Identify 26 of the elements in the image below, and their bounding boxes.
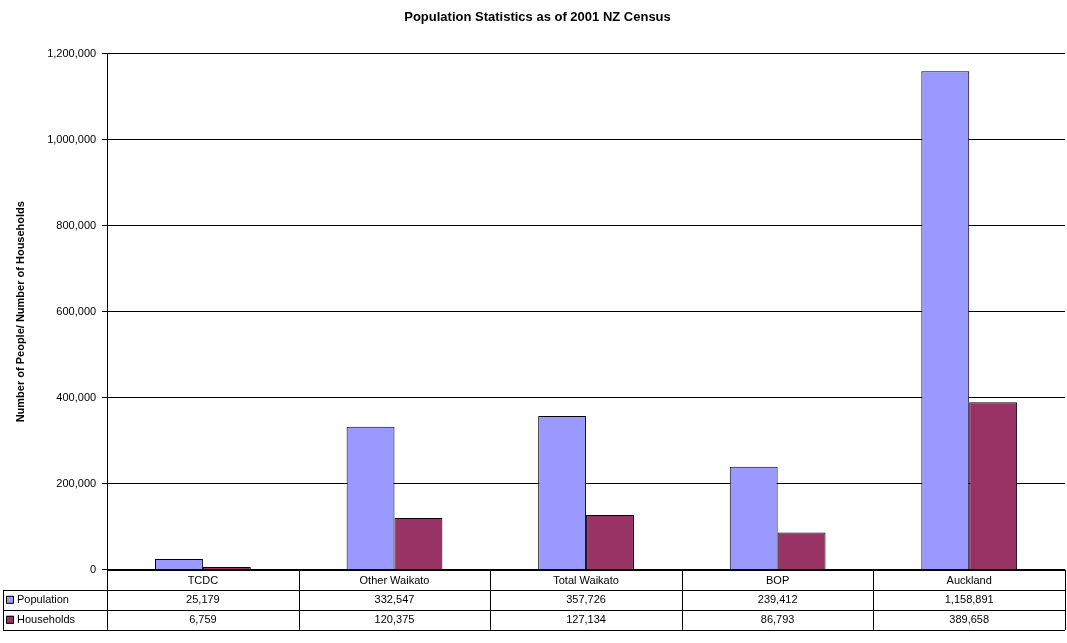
data-label: 332,547	[374, 592, 415, 605]
x-tick-label: BOP	[766, 574, 790, 587]
data-label: 357,726	[566, 592, 606, 605]
data-label: 86,793	[760, 612, 795, 625]
y-axis-title: Number of People/ Number of Households	[13, 201, 26, 423]
chart-title: Population Statistics as of 2001 NZ Census	[404, 9, 671, 25]
y-tick-label: 400,000	[56, 390, 97, 403]
data-label: 239,412	[757, 592, 798, 605]
y-tick-label: 600,000	[56, 304, 97, 317]
data-label: 389,658	[949, 612, 990, 625]
data-label: 127,134	[566, 612, 606, 625]
data-label: 1,158,891	[944, 592, 994, 605]
y-tick-label: 0	[90, 562, 97, 575]
legend-label: Population	[17, 592, 69, 605]
y-tick-label: 800,000	[56, 218, 97, 231]
data-label: 25,179	[186, 592, 220, 605]
data-label: 120,375	[374, 612, 415, 625]
legend-label: Households	[17, 612, 76, 625]
x-tick-label: Total Waikato	[553, 574, 619, 587]
x-tick-label: Other Waikato	[359, 574, 430, 587]
x-tick-label: TCDC	[187, 574, 219, 587]
x-tick-label: Auckland	[946, 574, 992, 587]
y-tick-label: 1,200,000	[47, 46, 97, 59]
y-tick-label: 1,000,000	[47, 132, 97, 145]
y-tick-label: 200,000	[56, 476, 97, 489]
data-label: 6,759	[189, 612, 217, 625]
